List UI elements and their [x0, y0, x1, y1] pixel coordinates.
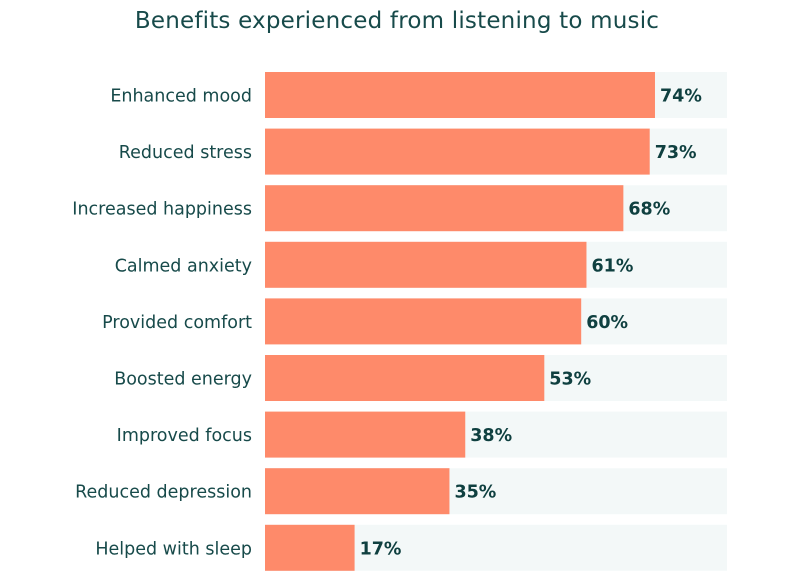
value-label: 17% [360, 539, 402, 559]
category-label: Provided comfort [102, 313, 252, 333]
value-label: 61% [591, 256, 633, 276]
value-label: 35% [454, 483, 496, 503]
category-labels: Enhanced mood Reduced stress Increased hap… [72, 87, 252, 560]
category-label: Enhanced mood [110, 87, 252, 107]
value-label: 60% [586, 313, 628, 333]
bar [265, 298, 582, 345]
value-label: 73% [655, 143, 697, 163]
bar [265, 241, 587, 288]
value-labels: 74% 73% 68% 61% 60% 53% 38% 35% 17% [360, 87, 702, 560]
bar [265, 468, 450, 515]
category-label: Boosted energy [114, 370, 252, 390]
chart-title: Benefits experienced from listening to m… [134, 8, 660, 34]
value-label: 68% [628, 200, 670, 220]
category-label: Calmed anxiety [115, 256, 252, 276]
bar [265, 185, 624, 232]
category-label: Helped with sleep [95, 539, 252, 559]
value-label: 74% [660, 87, 702, 107]
bar [265, 411, 466, 458]
category-label: Increased happiness [72, 200, 252, 220]
bars [265, 72, 655, 571]
bar [265, 355, 545, 401]
bar [265, 128, 650, 175]
category-label: Improved focus [117, 426, 252, 446]
category-label: Reduced stress [119, 143, 252, 163]
bar [265, 524, 355, 571]
value-label: 53% [549, 370, 591, 390]
bar [265, 72, 655, 118]
value-label: 38% [470, 426, 512, 446]
category-label: Reduced depression [75, 483, 252, 503]
